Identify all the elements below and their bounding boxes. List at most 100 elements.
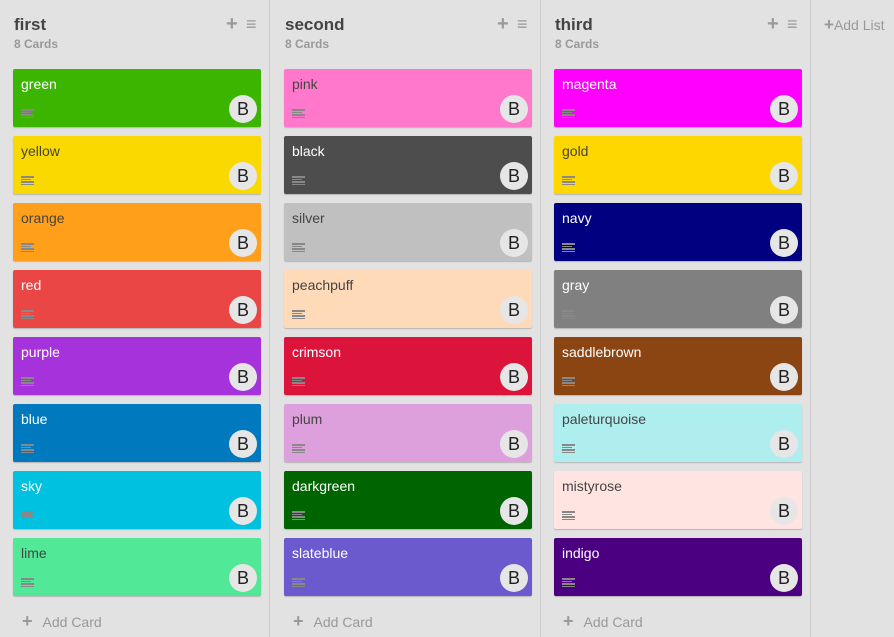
avatar[interactable]: B: [500, 296, 528, 324]
card-title: black: [292, 143, 325, 159]
description-icon: [562, 243, 575, 252]
description-icon: [21, 243, 34, 252]
add-card-plus-icon[interactable]: +: [497, 13, 509, 35]
description-icon: [21, 578, 34, 587]
card[interactable]: slateblue B: [284, 538, 532, 596]
avatar[interactable]: B: [229, 296, 257, 324]
list-first: first 8 Cards + ≡ green B yellow B orang…: [0, 0, 270, 637]
card[interactable]: silver B: [284, 203, 532, 261]
card[interactable]: saddlebrown B: [554, 337, 802, 395]
avatar[interactable]: B: [500, 497, 528, 525]
card-title: crimson: [292, 344, 342, 360]
card[interactable]: black B: [284, 136, 532, 194]
card[interactable]: pink B: [284, 69, 532, 127]
add-card-plus-icon[interactable]: +: [767, 13, 779, 35]
add-card-plus-icon[interactable]: +: [226, 13, 238, 35]
card-title: orange: [21, 210, 65, 226]
plus-icon: +: [22, 611, 33, 631]
card[interactable]: lime B: [13, 538, 261, 596]
list-third: third 8 Cards + ≡ magenta B gold B navy …: [541, 0, 811, 637]
card-title: darkgreen: [292, 478, 356, 494]
avatar[interactable]: B: [229, 430, 257, 458]
description-icon: [562, 444, 575, 453]
avatar[interactable]: B: [770, 229, 798, 257]
card[interactable]: yellow B: [13, 136, 261, 194]
list-title: second: [285, 15, 345, 34]
description-icon: [21, 511, 34, 520]
description-icon: [292, 310, 305, 319]
avatar[interactable]: B: [229, 363, 257, 391]
card[interactable]: darkgreen B: [284, 471, 532, 529]
card-title: magenta: [562, 76, 617, 92]
card[interactable]: red B: [13, 270, 261, 328]
avatar[interactable]: B: [500, 229, 528, 257]
avatar[interactable]: B: [500, 95, 528, 123]
avatar[interactable]: B: [500, 363, 528, 391]
card[interactable]: crimson B: [284, 337, 532, 395]
avatar[interactable]: B: [770, 430, 798, 458]
add-card-button[interactable]: + Add Card: [22, 611, 102, 632]
card-title: red: [21, 277, 42, 293]
card-title: slateblue: [292, 545, 349, 561]
card-title: navy: [562, 210, 592, 226]
card[interactable]: navy B: [554, 203, 802, 261]
avatar[interactable]: B: [500, 430, 528, 458]
avatar[interactable]: B: [500, 162, 528, 190]
card[interactable]: purple B: [13, 337, 261, 395]
card-title: gray: [562, 277, 590, 293]
card[interactable]: blue B: [13, 404, 261, 462]
card[interactable]: orange B: [13, 203, 261, 261]
avatar[interactable]: B: [770, 95, 798, 123]
avatar[interactable]: B: [500, 564, 528, 592]
add-list-label: Add List: [833, 17, 885, 33]
description-icon: [562, 578, 575, 587]
card[interactable]: peachpuff B: [284, 270, 532, 328]
avatar[interactable]: B: [770, 564, 798, 592]
card[interactable]: gray B: [554, 270, 802, 328]
plus-icon: +: [824, 15, 834, 34]
card[interactable]: indigo B: [554, 538, 802, 596]
description-icon: [292, 444, 305, 453]
plus-icon: +: [293, 611, 304, 631]
avatar[interactable]: B: [229, 497, 257, 525]
avatar[interactable]: B: [229, 229, 257, 257]
avatar[interactable]: B: [229, 564, 257, 592]
description-icon: [292, 176, 305, 185]
description-icon: [21, 109, 34, 118]
description-icon: [292, 109, 305, 118]
list-title: first: [14, 15, 47, 34]
avatar[interactable]: B: [770, 296, 798, 324]
card-title: yellow: [21, 143, 60, 159]
description-icon: [292, 243, 305, 252]
card-title: mistyrose: [562, 478, 622, 494]
card-title: purple: [21, 344, 60, 360]
card[interactable]: paleturquoise B: [554, 404, 802, 462]
list-menu-icon[interactable]: ≡: [517, 14, 528, 34]
list-second: second 8 Cards + ≡ pink B black B silver…: [271, 0, 541, 637]
card[interactable]: sky B: [13, 471, 261, 529]
description-icon: [562, 377, 575, 386]
add-card-button[interactable]: + Add Card: [293, 611, 373, 632]
add-card-button[interactable]: + Add Card: [563, 611, 643, 632]
card[interactable]: mistyrose B: [554, 471, 802, 529]
list-card-count: 8 Cards: [285, 37, 330, 51]
avatar[interactable]: B: [229, 95, 257, 123]
avatar[interactable]: B: [770, 363, 798, 391]
card[interactable]: magenta B: [554, 69, 802, 127]
add-list-button[interactable]: +Add List: [824, 15, 885, 35]
avatar[interactable]: B: [229, 162, 257, 190]
card[interactable]: plum B: [284, 404, 532, 462]
list-menu-icon[interactable]: ≡: [787, 14, 798, 34]
avatar[interactable]: B: [770, 497, 798, 525]
description-icon: [21, 377, 34, 386]
card[interactable]: green B: [13, 69, 261, 127]
description-icon: [562, 310, 575, 319]
avatar[interactable]: B: [770, 162, 798, 190]
add-card-label: Add Card: [583, 614, 643, 630]
description-icon: [292, 578, 305, 587]
card-title: plum: [292, 411, 323, 427]
list-menu-icon[interactable]: ≡: [246, 14, 257, 34]
card[interactable]: gold B: [554, 136, 802, 194]
description-icon: [292, 511, 305, 520]
description-icon: [562, 511, 575, 520]
